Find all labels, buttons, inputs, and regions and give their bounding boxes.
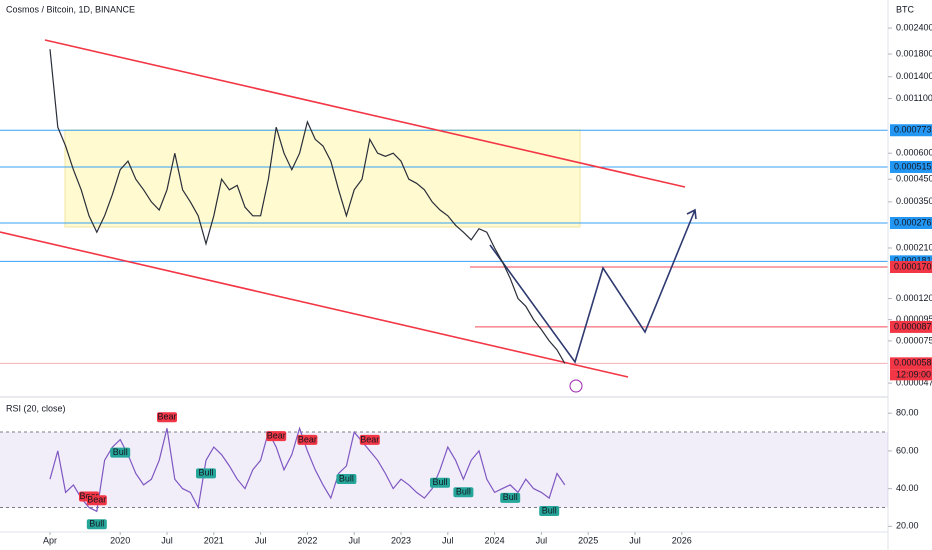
channel-upper — [44, 39, 686, 188]
rsi-tick-label: 80.00 — [896, 408, 919, 418]
x-tick-label: 2023 — [391, 535, 411, 545]
rsi-tick-label: 20.00 — [896, 521, 919, 531]
x-tick-label: Jul — [442, 535, 454, 545]
x-tick-label: 2025 — [578, 535, 598, 545]
projection-path — [489, 209, 696, 364]
price-label: 0.0002769 — [894, 217, 932, 227]
currency: BTC — [896, 4, 915, 14]
x-tick-label: Jul — [348, 535, 360, 545]
signal-label: Bull — [89, 519, 104, 529]
rsi-title: RSI (20, close) — [6, 403, 66, 413]
price-label-bg — [890, 320, 932, 333]
signal-badge — [86, 495, 107, 506]
rsi-line — [49, 426, 566, 513]
signal-badge — [453, 487, 474, 498]
x-tick-label: 2024 — [485, 535, 505, 545]
signal-label: Bear — [360, 434, 379, 444]
channel-lower — [0, 231, 629, 378]
signal-label: Bull — [198, 468, 213, 478]
signal-badge — [157, 412, 177, 423]
x-tick-label: Jul — [536, 535, 548, 545]
signal-badge — [297, 434, 318, 445]
signal-label: Bull — [432, 477, 447, 487]
rsi-tick-label: 60.00 — [896, 445, 919, 455]
price-label: 0.0000585 — [894, 358, 932, 368]
x-tick-label: 2020 — [110, 535, 130, 545]
rsi-tick-label: 40.00 — [896, 483, 919, 493]
projection-arrow — [686, 208, 697, 220]
signal-badge — [500, 492, 521, 503]
signal-label: Bull — [542, 505, 557, 515]
signal-badge — [110, 447, 131, 458]
price-line — [49, 49, 566, 364]
signal-label: Bull — [456, 487, 471, 497]
signal-badge — [86, 519, 107, 530]
signal-badge — [336, 474, 357, 484]
symbol-title: Cosmos / Bitcoin, 1D, BINANCE — [6, 4, 135, 14]
x-tick-label: Jul — [255, 535, 267, 545]
x-tick-label: 2022 — [297, 535, 317, 545]
signal-badge — [359, 434, 380, 445]
signal-label: Bull — [113, 447, 128, 457]
signal-label: Bear — [87, 495, 106, 505]
price-label: 0.0001811 — [894, 256, 932, 266]
x-tick-label: 2026 — [672, 535, 692, 545]
signal-label: Bull — [503, 492, 518, 502]
x-tick-label: 2021 — [204, 535, 224, 545]
price-label: 0.0000876 — [894, 321, 932, 331]
price-label: 0.0005152 — [894, 161, 932, 171]
signal-badge — [539, 506, 560, 517]
signal-label: Bear — [157, 412, 176, 422]
x-tick-label: Jul — [629, 535, 641, 545]
price-label-bg — [890, 217, 932, 230]
price-label-bg — [890, 357, 932, 370]
price-label-bg — [890, 160, 932, 173]
signal-label: Bear — [267, 431, 286, 441]
price-label: 0.0001701 — [894, 261, 932, 271]
countdown-bg — [890, 369, 932, 381]
signal-label: Bull — [339, 473, 354, 483]
price-label-bg — [890, 124, 932, 137]
signal-badge — [266, 431, 287, 442]
countdown: 12:09:00 — [896, 370, 931, 380]
price-label: 0.0007737 — [894, 125, 932, 135]
event-icon[interactable] — [569, 379, 583, 393]
signal-badge — [430, 477, 450, 488]
rsi-band — [0, 432, 888, 508]
x-tick-label: Apr — [43, 535, 57, 545]
x-tick-label: Jul — [161, 535, 173, 545]
signal-label: Bear — [298, 434, 317, 444]
signal-badge — [196, 468, 216, 479]
price-label-bg — [890, 260, 932, 273]
